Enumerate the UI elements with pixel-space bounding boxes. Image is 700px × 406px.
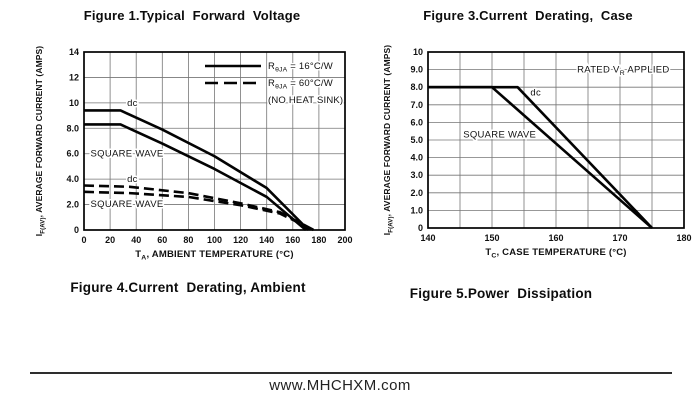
curve-dc-r-ja-16-c-w	[84, 109, 310, 231]
y-tick-label: 3.0	[410, 170, 423, 180]
legend-label: RθJA = 60°C/W	[268, 78, 333, 90]
y-axis-title: IF(AV), AVERAGE FORWARD CURRENT (AMPS)	[382, 45, 394, 236]
y-tick-label: 7.0	[410, 100, 423, 110]
plot-border	[83, 51, 346, 231]
figure-caption-right: Figure 5.Power Dissipation	[409, 286, 593, 301]
curve-square-wave-r-ja-60-c-w	[83, 190, 315, 232]
x-tick-label: 80	[183, 235, 193, 245]
y-tick-label: 10	[69, 98, 79, 108]
y-tick-label: 14	[69, 47, 79, 57]
x-tick-label: 160	[548, 233, 563, 243]
chart-annotation: dc	[127, 174, 138, 185]
x-tick-label: 140	[259, 235, 274, 245]
curve-square-wave	[428, 85, 653, 229]
footer-url: www.MHCHXM.com	[269, 377, 411, 394]
x-tick-label: 140	[420, 233, 435, 243]
figure-top-title-right: Figure 3.Current Derating, Case	[423, 8, 633, 23]
y-tick-label: 2.0	[66, 200, 79, 210]
y-tick-label: 6.0	[410, 117, 423, 127]
chart-annotation: dc	[530, 87, 541, 98]
y-tick-label: 5.0	[410, 135, 423, 145]
y-tick-label: 2.0	[410, 188, 423, 198]
y-tick-label: 12	[69, 72, 79, 82]
y-tick-label: 4.0	[66, 174, 79, 184]
y-tick-label: 0	[418, 223, 423, 233]
x-axis-title: TA, AMBIENT TEMPERATURE (°C)	[135, 249, 293, 261]
figure-block-case-derating: Figure 3.Current Derating, Case 140 150 16…	[378, 8, 700, 308]
x-axis-title: TC, CASE TEMPERATURE (°C)	[485, 247, 626, 259]
y-tick-label: 9.0	[410, 65, 423, 75]
x-tick-label: 170	[612, 233, 627, 243]
curve-square-wave-r-ja-16-c-w	[84, 123, 307, 231]
x-tick-label: 200	[337, 235, 352, 245]
x-tick-label: 40	[131, 235, 141, 245]
x-tick-label: 120	[233, 235, 248, 245]
x-tick-label: 180	[311, 235, 326, 245]
y-tick-label: 8.0	[66, 123, 79, 133]
x-tick-label: 160	[285, 235, 300, 245]
legend-label: (NO HEAT SINK)	[268, 95, 343, 106]
y-tick-label: 6.0	[66, 149, 79, 159]
plot-border	[427, 51, 685, 229]
x-tick-label: 20	[105, 235, 115, 245]
figure-block-ambient-derating: Figure 1.Typical Forward Voltage 0 20 40 60…	[30, 8, 360, 308]
x-tick-label: 0	[81, 235, 86, 245]
y-tick-label: 4.0	[410, 153, 423, 163]
ambient-derating-chart: 0 20 40 60 80 100 120 140 160 180 200 0 2.0 4.0 6.0 8.0…	[34, 46, 353, 262]
x-tick-label: 100	[207, 235, 222, 245]
figure-caption-left: Figure 4.Current Derating, Ambient	[70, 280, 306, 295]
x-tick-label: 150	[484, 233, 499, 243]
chart-annotation: SQUARE WAVE	[91, 149, 164, 160]
x-tick-label: 60	[157, 235, 167, 245]
y-tick-label: 10	[413, 47, 423, 57]
y-axis-title: IF(AV), AVERAGE FORWARD CURRENT (AMPS)	[34, 46, 46, 237]
y-tick-label: 8.0	[410, 82, 423, 92]
figure-top-title-left: Figure 1.Typical Forward Voltage	[83, 8, 301, 23]
chart-annotation: SQUARE WAVE	[463, 130, 536, 141]
legend-label: RθJA = 16°C/W	[268, 61, 333, 73]
chart-annotation: RATED VR APPLIED	[577, 65, 669, 77]
case-derating-chart: 140 150 160 170 180 0 1.0 2.0 3.0 4.0 5.0 6.0 7.0 8.0…	[382, 45, 692, 260]
y-tick-label: 0	[74, 225, 79, 235]
footer-divider	[30, 372, 672, 374]
y-tick-label: 1.0	[410, 205, 423, 215]
x-tick-label: 180	[676, 233, 691, 243]
chart-annotation: SQUARE WAVE	[91, 199, 164, 210]
chart-annotation: dc	[127, 98, 138, 109]
